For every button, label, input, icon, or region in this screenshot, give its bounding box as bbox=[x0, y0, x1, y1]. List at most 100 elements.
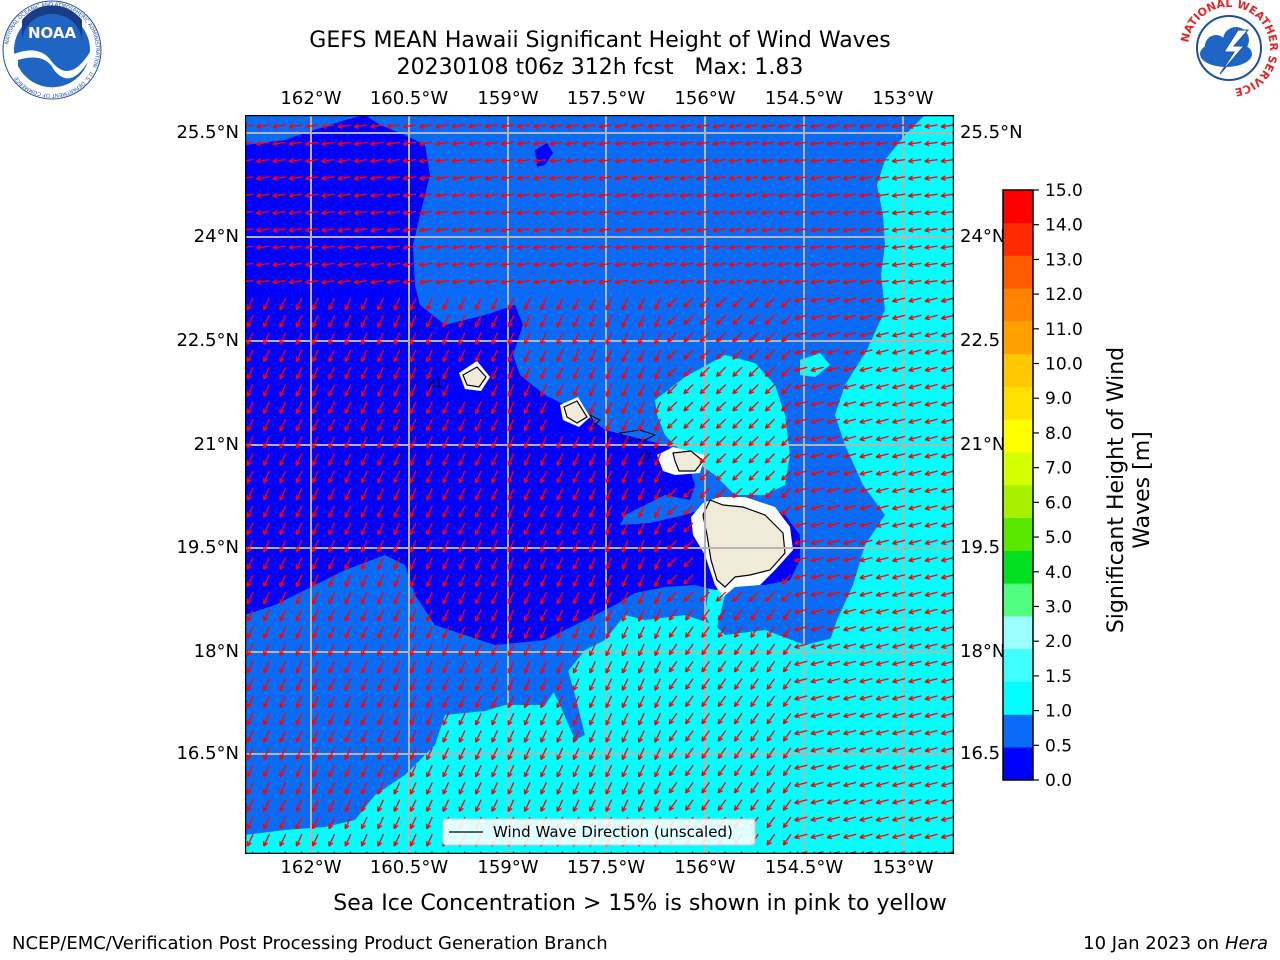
wave-direction-arrow bbox=[426, 297, 433, 311]
wave-direction-arrow bbox=[409, 574, 417, 588]
wave-direction-arrow bbox=[666, 401, 678, 412]
wave-direction-arrow bbox=[263, 366, 270, 380]
wave-direction-arrow bbox=[794, 799, 808, 805]
lat-label-right: 18°N bbox=[960, 641, 1006, 662]
wave-direction-arrow bbox=[589, 764, 596, 778]
wave-direction-arrow bbox=[288, 209, 302, 216]
wave-direction-arrow bbox=[701, 609, 710, 621]
wave-direction-arrow bbox=[810, 487, 824, 494]
wave-direction-arrow bbox=[810, 591, 824, 598]
wave-direction-arrow bbox=[701, 730, 710, 742]
wave-direction-arrow bbox=[311, 747, 319, 761]
wave-direction-arrow bbox=[940, 660, 954, 667]
wave-direction-arrow bbox=[766, 782, 776, 794]
wave-direction-arrow bbox=[556, 591, 564, 605]
wave-direction-arrow bbox=[598, 123, 612, 129]
wave-direction-arrow bbox=[859, 331, 873, 338]
wave-direction-arrow bbox=[377, 764, 384, 778]
wave-direction-arrow bbox=[540, 712, 547, 726]
wave-direction-arrow bbox=[663, 140, 677, 147]
wave-direction-arrow bbox=[605, 643, 613, 657]
wave-direction-arrow bbox=[426, 782, 433, 795]
wave-direction-arrow bbox=[732, 401, 743, 412]
chart-title-line1: GEFS MEAN Hawaii Significant Height of W… bbox=[309, 28, 891, 53]
wave-direction-arrow bbox=[761, 209, 775, 216]
wave-direction-arrow bbox=[843, 487, 857, 494]
wave-direction-arrow bbox=[621, 401, 629, 415]
wave-direction-arrow bbox=[507, 799, 515, 812]
wave-direction-arrow bbox=[589, 695, 596, 709]
wave-direction-arrow bbox=[256, 209, 270, 216]
wave-direction-arrow bbox=[556, 436, 564, 449]
wave-direction-arrow bbox=[826, 435, 840, 442]
wave-direction-arrow bbox=[467, 175, 482, 181]
wave-direction-arrow bbox=[781, 332, 792, 343]
wave-direction-arrow bbox=[875, 383, 889, 390]
wave-direction-arrow bbox=[500, 192, 514, 199]
wave-direction-arrow bbox=[859, 522, 873, 528]
wave-direction-arrow bbox=[393, 799, 401, 812]
wave-direction-arrow bbox=[764, 366, 776, 378]
wave-direction-arrow bbox=[533, 227, 547, 233]
wave-direction-arrow bbox=[523, 297, 531, 311]
wave-direction-arrow bbox=[360, 661, 368, 674]
wave-direction-arrow bbox=[745, 279, 759, 285]
wave-direction-arrow bbox=[826, 608, 840, 615]
wave-direction-arrow bbox=[370, 140, 384, 147]
wave-direction-arrow bbox=[272, 140, 286, 147]
wave-direction-arrow bbox=[435, 227, 449, 233]
wave-direction-arrow bbox=[668, 609, 678, 621]
wave-direction-arrow bbox=[908, 574, 922, 580]
wave-direction-arrow bbox=[637, 712, 645, 726]
wave-direction-arrow bbox=[621, 678, 629, 691]
wave-direction-arrow bbox=[426, 384, 433, 397]
wave-direction-arrow bbox=[605, 609, 613, 622]
wave-direction-arrow bbox=[810, 747, 824, 753]
wave-direction-arrow bbox=[621, 782, 629, 795]
wave-direction-arrow bbox=[409, 470, 417, 484]
wave-direction-arrow bbox=[908, 314, 922, 321]
wave-direction-arrow bbox=[794, 418, 808, 425]
wave-direction-arrow bbox=[328, 574, 336, 588]
wave-direction-arrow bbox=[304, 123, 319, 129]
wave-direction-arrow bbox=[843, 747, 857, 753]
wave-fill-0p0-0p5 bbox=[245, 115, 800, 645]
wave-direction-arrow bbox=[712, 244, 726, 251]
wave-direction-arrow bbox=[764, 314, 776, 326]
wave-direction-arrow bbox=[793, 279, 808, 285]
wave-direction-arrow bbox=[654, 332, 662, 345]
wave-direction-arrow bbox=[263, 712, 270, 726]
footer-credit: NCEP/EMC/Verification Post Processing Pr… bbox=[12, 933, 608, 954]
wave-direction-arrow bbox=[360, 349, 368, 363]
wave-direction-arrow bbox=[344, 834, 352, 847]
wave-direction-arrow bbox=[777, 244, 791, 251]
wave-direction-arrow bbox=[781, 297, 792, 308]
wave-direction-arrow bbox=[556, 730, 564, 743]
wave-direction-arrow bbox=[393, 401, 401, 415]
wave-direction-arrow bbox=[654, 557, 662, 570]
wave-direction-arrow bbox=[491, 453, 499, 466]
wave-direction-arrow bbox=[843, 591, 857, 598]
wave-direction-arrow bbox=[654, 626, 662, 639]
wave-direction-arrow bbox=[419, 209, 433, 216]
wave-direction-arrow bbox=[467, 261, 482, 268]
wave-direction-arrow bbox=[507, 557, 515, 570]
wave-direction-arrow bbox=[859, 140, 873, 147]
wave-direction-arrow bbox=[605, 505, 613, 518]
wave-direction-arrow bbox=[728, 209, 743, 216]
wave-direction-arrow bbox=[572, 384, 580, 397]
wave-direction-arrow bbox=[263, 505, 270, 518]
wave-direction-arrow bbox=[435, 261, 449, 268]
wave-direction-arrow bbox=[908, 158, 922, 164]
lat-label-left: 24°N bbox=[193, 226, 239, 247]
wave-direction-arrow bbox=[516, 140, 531, 147]
wave-direction-arrow bbox=[794, 729, 808, 736]
wave-direction-arrow bbox=[761, 175, 775, 181]
wave-direction-arrow bbox=[426, 661, 433, 674]
wave-direction-arrow bbox=[621, 799, 629, 812]
wave-direction-arrow bbox=[940, 643, 954, 649]
wave-direction-arrow bbox=[794, 366, 808, 373]
wave-direction-arrow bbox=[589, 297, 596, 311]
wave-direction-arrow bbox=[637, 488, 645, 501]
wave-direction-arrow bbox=[892, 314, 906, 321]
